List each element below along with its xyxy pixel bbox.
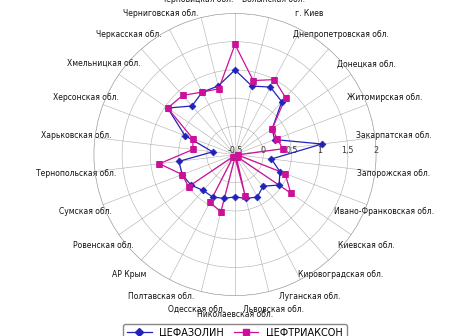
Point (198, 89, 206, 95)
Point (271, 77, 278, 82)
Legend: ЦЕФАЗОЛИН, ЦЕФТРИАКСОН: ЦЕФАЗОЛИН, ЦЕФТРИАКСОН (124, 324, 346, 336)
Point (267, 156, 275, 162)
Point (234, 152, 242, 158)
Point (206, 199, 214, 205)
Point (209, 194, 217, 200)
Point (242, 196, 250, 201)
Point (271, 137, 278, 142)
Point (229, 154, 237, 159)
Point (156, 161, 163, 166)
Point (318, 141, 326, 147)
Point (253, 194, 261, 200)
Point (179, 93, 187, 98)
Point (209, 149, 216, 155)
Point (198, 89, 206, 95)
Point (214, 83, 222, 89)
Point (250, 78, 257, 83)
Point (248, 83, 256, 89)
Point (199, 188, 207, 193)
Point (278, 99, 286, 104)
Point (282, 171, 289, 176)
Point (179, 172, 186, 177)
Point (259, 183, 267, 189)
Point (220, 196, 228, 201)
Point (185, 184, 192, 189)
Point (164, 106, 172, 111)
Point (231, 67, 239, 73)
Point (282, 95, 290, 100)
Point (274, 136, 281, 141)
Point (231, 155, 239, 160)
Point (268, 126, 276, 132)
Point (188, 103, 196, 109)
Point (231, 42, 239, 47)
Point (275, 182, 283, 188)
Point (175, 159, 183, 164)
Point (268, 126, 276, 132)
Point (231, 194, 239, 200)
Point (189, 136, 196, 141)
Point (217, 209, 225, 215)
Point (233, 154, 240, 160)
Point (266, 84, 274, 90)
Point (276, 169, 283, 174)
Point (287, 191, 295, 196)
Point (189, 147, 197, 152)
Point (233, 154, 241, 159)
Point (215, 86, 223, 91)
Point (181, 133, 188, 138)
Point (242, 193, 249, 198)
Point (187, 182, 195, 188)
Point (279, 146, 286, 152)
Point (179, 172, 186, 177)
Point (164, 106, 172, 111)
